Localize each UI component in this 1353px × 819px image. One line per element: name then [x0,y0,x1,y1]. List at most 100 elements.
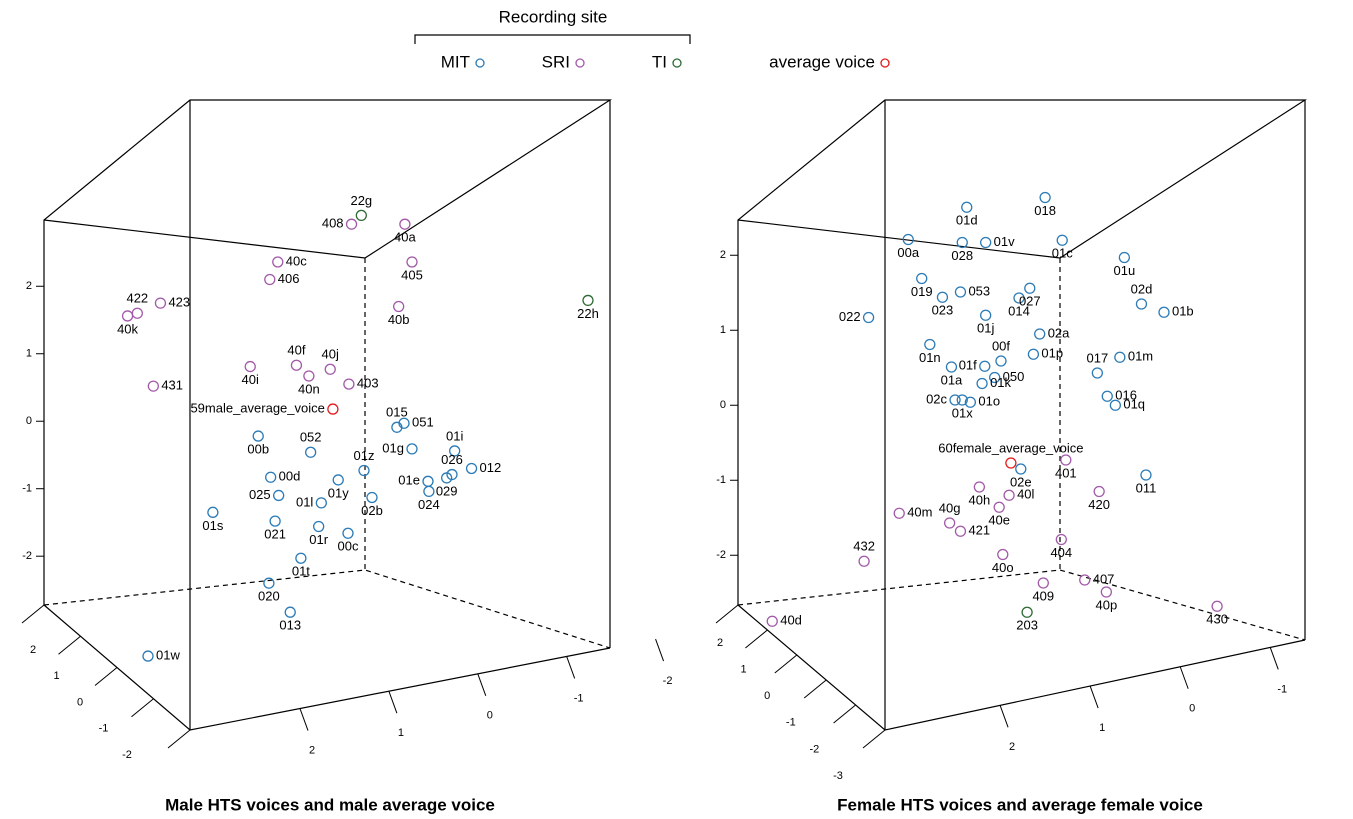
point-label: 01q [1123,397,1145,412]
x-tick [1179,666,1189,689]
legend-label: MIT [441,52,470,71]
point [1027,348,1040,360]
legend-marker [575,58,585,68]
point-label: 025 [249,487,271,502]
point-label: 01o [978,394,1000,409]
point-label: 011 [1136,480,1157,495]
point [943,517,956,529]
y-tick-label: -1 [716,474,726,486]
point-label: 01e [398,473,420,488]
point [1101,390,1113,402]
point [956,236,968,249]
z-tick-label: -1 [786,717,796,729]
point-label: 203 [1016,618,1038,633]
x-tick-label: -1 [574,692,584,704]
point-label: 01f [959,358,977,373]
point [1037,577,1049,589]
point-label: 026 [441,452,463,467]
z-tick-label: 2 [717,637,723,649]
point [324,363,336,375]
point-label: 22h [577,306,599,321]
point-label: 22g [350,193,372,208]
point [131,307,143,319]
point [1039,191,1051,204]
point [862,311,875,324]
point [393,300,405,313]
point-label: 01d [956,213,978,228]
point-label: 01i [446,428,463,443]
point [954,286,967,298]
point-label: 40b [388,312,410,327]
point-label: 051 [412,415,434,430]
point-label: 017 [1086,350,1108,365]
point-label: 00c [338,539,359,554]
point-label: 01y [328,485,349,500]
point [980,236,992,249]
point-label: 01k [990,375,1011,390]
point [303,370,315,382]
point-label: 01u [1114,263,1136,278]
point-label: 405 [401,267,423,282]
z-tick-label: 1 [53,670,59,682]
point-label: 01a [941,372,963,387]
point [398,417,410,429]
point-label: 050 [1003,369,1025,384]
point-label: 40g [939,500,961,515]
x-tick [388,690,398,714]
point [154,297,167,309]
point [142,650,154,662]
x-tick-label: 2 [309,744,315,756]
point [1034,328,1046,340]
point-label: 40h [969,492,991,507]
point [332,474,344,486]
point-label: 432 [853,539,875,554]
point [993,501,1005,513]
point-label: 01x [952,405,973,420]
legend-label: SRI [542,52,570,71]
y-tick-label: -2 [716,549,726,561]
point [345,218,358,230]
point [1100,586,1112,598]
point [265,471,277,483]
point-label: 018 [1034,203,1056,218]
point [956,394,968,406]
point-label: 02e [1010,474,1032,489]
point [1055,533,1067,546]
point [1003,489,1015,501]
point-label: 40k [117,321,138,336]
x-tick-label: 1 [1099,722,1105,734]
z-tick [774,654,798,674]
point-label: 40o [992,560,1014,575]
point [902,233,914,246]
y-tick-label: 0 [720,399,726,411]
point-label: 422 [126,291,148,306]
point [264,273,276,286]
point [147,380,159,392]
point [366,491,378,504]
z-tick [167,729,191,749]
point [949,394,961,406]
point-label: 40d [780,613,802,628]
point [313,520,325,533]
point-label: 053 [968,283,990,298]
point [290,359,303,371]
point [263,577,275,589]
y-tick-label: 2 [720,249,726,261]
legend-title: Recording site [499,7,608,26]
box-left [43,99,613,731]
point-label: 40j [322,347,339,362]
z-tick [862,729,886,749]
point [582,294,594,307]
point [893,507,905,519]
point [989,371,1001,384]
x-tick [566,656,576,679]
point-label: 60female_average_voice [938,440,1083,455]
y-tick-label: -2 [22,550,32,562]
z-tick [745,629,768,649]
point-label: 012 [480,460,502,475]
point-label: 014 [1008,303,1030,318]
point [1079,574,1091,586]
point-label: 406 [278,271,300,286]
point [273,489,285,502]
